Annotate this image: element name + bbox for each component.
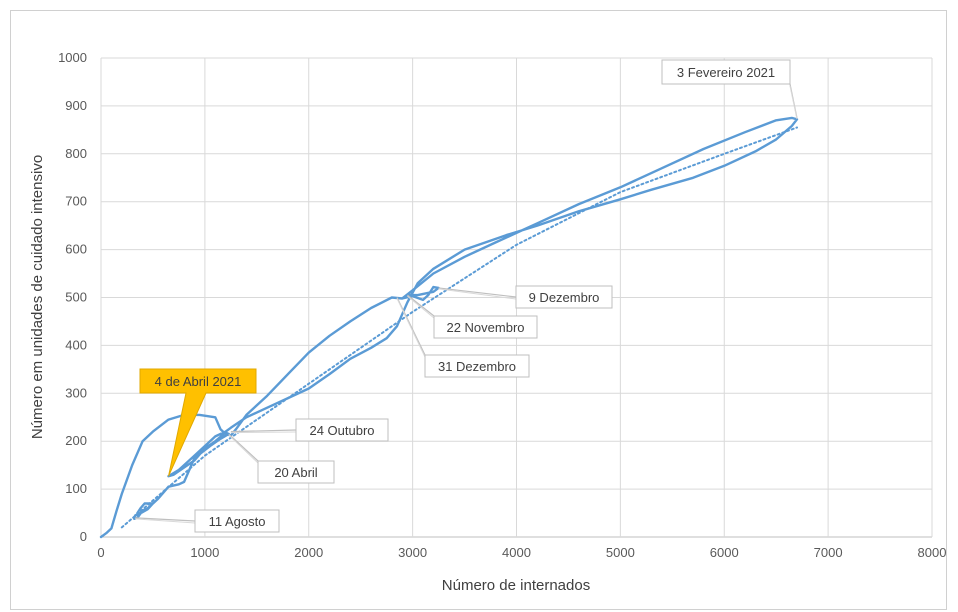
- x-axis-title: Número de internados: [442, 577, 590, 594]
- y-tick-label: 900: [65, 98, 87, 113]
- y-tick-label: 300: [65, 385, 87, 400]
- callout-leader: [230, 429, 297, 433]
- callout-leader: [789, 85, 798, 119]
- annotation-label: 9 Dezembro: [529, 290, 600, 305]
- callout-leader: [407, 294, 435, 317]
- highlight-callout: 4 de Abril 2021: [139, 368, 257, 477]
- annotation-label: 22 Novembro: [446, 320, 524, 335]
- data-series-line: [99, 116, 799, 539]
- chart-frame: [10, 10, 947, 610]
- callout-leader: [407, 295, 435, 319]
- y-tick-label: 1000: [58, 50, 87, 65]
- trendline: [120, 126, 798, 529]
- callout-box: [194, 509, 280, 533]
- annotation-callout: 24 Outubro: [230, 418, 389, 442]
- callout-leader: [396, 298, 426, 358]
- callout-box: [257, 460, 335, 484]
- y-tick-label: 0: [80, 529, 87, 544]
- y-tick-labels: 0 100 200 300 400 500 600 700 800 900 1000: [58, 50, 87, 544]
- x-tick-label: 8000: [918, 545, 947, 560]
- y-tick-label: 800: [65, 146, 87, 161]
- y-tick-label: 700: [65, 194, 87, 209]
- callout-leader: [135, 517, 196, 522]
- callout-box: [295, 418, 389, 442]
- x-tick-label: 0: [97, 545, 104, 560]
- series-group: [99, 116, 799, 539]
- annotation-callout: 3 Fevereiro 2021: [661, 59, 798, 119]
- annotation-callout: 11 Agosto: [135, 509, 280, 533]
- annotation-label: 3 Fevereiro 2021: [677, 65, 775, 80]
- callout-leader: [230, 431, 297, 434]
- y-tick-label: 400: [65, 337, 87, 352]
- x-tick-label: 4000: [502, 545, 531, 560]
- y-tick-label: 100: [65, 481, 87, 496]
- annotation-label: 20 Abril: [274, 465, 317, 480]
- callout-box: [515, 285, 613, 309]
- annotation-label: 4 de Abril 2021: [155, 374, 242, 389]
- x-tick-label: 2000: [294, 545, 323, 560]
- annotation-label: 24 Outubro: [309, 423, 374, 438]
- callout-box: [139, 368, 257, 477]
- annotation-label: 31 Dezembro: [438, 359, 516, 374]
- y-tick-label: 600: [65, 242, 87, 257]
- annotation-label: 11 Agosto: [209, 514, 266, 529]
- annotation-callout: 9 Dezembro: [438, 285, 613, 309]
- annotation-callout: 31 Dezembro: [396, 297, 530, 378]
- x-tick-label: 3000: [398, 545, 427, 560]
- callout-leader: [396, 297, 426, 356]
- callout-leader: [135, 518, 196, 524]
- x-tick-label: 6000: [710, 545, 739, 560]
- x-tick-labels: 0 1000 2000 3000 4000 5000 6000 7000 8000: [97, 545, 946, 560]
- callout-box: [433, 315, 538, 339]
- annotation-callout: 20 Abril: [228, 433, 335, 484]
- callout-leader: [438, 288, 517, 300]
- callout-leader: [228, 434, 259, 464]
- annotations-group: 3 Fevereiro 2021 9 Dezembro 22 Novembro 31 …: [135, 59, 798, 533]
- grid-lines: [100, 57, 933, 538]
- x-tick-label: 1000: [190, 545, 219, 560]
- y-tick-label: 500: [65, 290, 87, 305]
- callout-leader: [228, 433, 259, 462]
- callout-box: [424, 354, 530, 378]
- x-tick-label: 5000: [606, 545, 635, 560]
- y-axis-title: Número em unidades de cuidado intensivo: [29, 155, 46, 439]
- x-tick-label: 7000: [814, 545, 843, 560]
- callout-leader: [438, 287, 517, 298]
- y-tick-label: 200: [65, 433, 87, 448]
- annotation-callout: 22 Novembro: [407, 294, 538, 339]
- callout-box: [661, 59, 791, 85]
